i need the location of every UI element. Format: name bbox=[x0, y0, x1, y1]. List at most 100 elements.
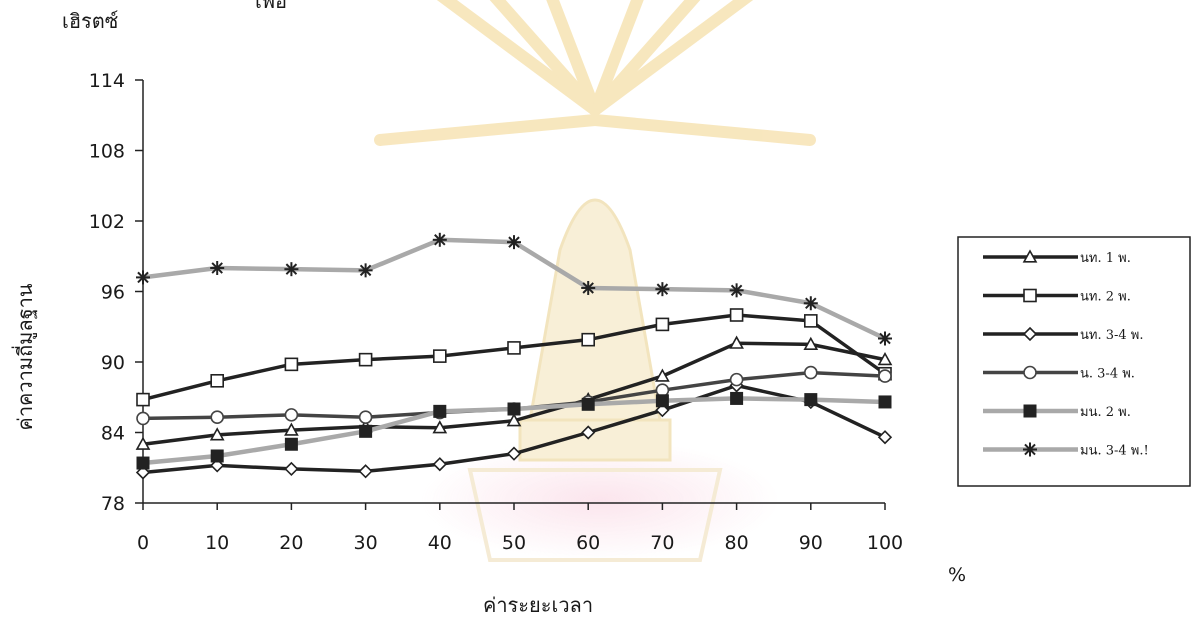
x-tick-label: 90 bbox=[799, 532, 823, 554]
legend-item: มน. 2 พ. bbox=[983, 404, 1131, 420]
triangle-marker bbox=[209, 427, 225, 441]
square-marker bbox=[210, 373, 224, 388]
x-tick-label: 100 bbox=[867, 532, 903, 554]
star-marker bbox=[432, 232, 447, 247]
triangle-marker bbox=[803, 336, 819, 350]
square-marker bbox=[803, 314, 818, 328]
y-tick-label: 114 bbox=[89, 70, 125, 92]
star-marker bbox=[284, 262, 299, 277]
title-fragment: เพื่อ bbox=[255, 0, 287, 13]
y-tick-label: 102 bbox=[89, 211, 125, 233]
square-marker bbox=[581, 332, 596, 347]
filled-square-marker bbox=[804, 393, 818, 407]
diamond-marker bbox=[284, 461, 299, 477]
x-tick-label: 20 bbox=[279, 532, 303, 554]
legend-label: น. 3-4 พ. bbox=[1080, 367, 1135, 382]
square-marker bbox=[358, 352, 373, 367]
x-tick-label: 70 bbox=[650, 532, 674, 554]
filled-square-marker bbox=[730, 391, 744, 405]
watermark-emblem bbox=[374, 0, 816, 562]
legend-label: นท. 3-4 พ. bbox=[1080, 328, 1144, 343]
triangle-marker bbox=[877, 352, 893, 366]
diamond-marker bbox=[877, 430, 893, 445]
y-tick-label: 96 bbox=[101, 282, 125, 304]
filled-square-marker bbox=[136, 456, 150, 470]
x-tick-label: 60 bbox=[576, 532, 600, 554]
star-marker bbox=[358, 263, 373, 278]
y-unit-label: เฮิรตซ์ bbox=[62, 9, 118, 33]
series-2 bbox=[136, 308, 892, 407]
star-marker bbox=[878, 331, 892, 346]
square-marker bbox=[136, 392, 150, 407]
triangle-marker bbox=[135, 436, 151, 450]
legend-label: นท. 2 พ. bbox=[1080, 290, 1131, 305]
y-tick-label: 84 bbox=[101, 423, 125, 445]
circle-marker bbox=[803, 365, 818, 380]
series-5 bbox=[136, 391, 892, 470]
square-marker bbox=[507, 341, 521, 355]
x-unit-label: % bbox=[948, 564, 966, 586]
x-tick-label: 80 bbox=[725, 532, 749, 554]
diamond-marker bbox=[506, 446, 522, 461]
series-1 bbox=[135, 335, 893, 450]
star-marker bbox=[1023, 442, 1037, 457]
series-6 bbox=[136, 232, 892, 346]
diamond-marker bbox=[1022, 326, 1038, 342]
star-marker bbox=[655, 282, 670, 297]
triangle-marker bbox=[655, 368, 670, 382]
filled-square-marker bbox=[655, 394, 669, 408]
circle-marker bbox=[729, 372, 744, 387]
triangle-marker bbox=[432, 420, 448, 434]
filled-square-marker bbox=[581, 397, 595, 411]
triangle-marker bbox=[729, 335, 744, 349]
triangle-marker bbox=[284, 422, 299, 436]
circle-marker bbox=[284, 408, 299, 422]
legend-item: มน. 3-4 พ.! bbox=[983, 442, 1149, 459]
filled-square-marker bbox=[878, 395, 892, 409]
square-marker bbox=[655, 317, 670, 332]
axes: 78 84 90 96 102 108 114 0 10 20 30 40 50 60 70 80 90 100 bbox=[89, 70, 903, 554]
x-axis-title: ค่าระยะเวลา bbox=[483, 593, 593, 617]
legend-item: นท. 3-4 พ. bbox=[983, 326, 1144, 343]
y-axis-title: ค่าความถี่มูลฐาน bbox=[11, 283, 38, 430]
circle-marker bbox=[358, 410, 373, 425]
y-tick-label: 78 bbox=[101, 493, 125, 515]
legend-item: นท. 1 พ. bbox=[983, 249, 1131, 266]
legend-box bbox=[957, 236, 1191, 487]
diamond-marker bbox=[358, 464, 373, 479]
circle-marker bbox=[1023, 365, 1037, 380]
x-tick-label: 40 bbox=[428, 532, 452, 554]
filled-square-marker bbox=[284, 437, 298, 451]
triangle-marker bbox=[1022, 249, 1038, 263]
square-marker bbox=[284, 357, 299, 372]
filled-square-marker bbox=[433, 404, 447, 418]
circle-marker bbox=[210, 410, 224, 425]
circle-marker bbox=[878, 369, 892, 383]
filled-square-marker bbox=[210, 449, 224, 463]
star-marker bbox=[136, 270, 150, 285]
x-tick-label: 50 bbox=[502, 532, 526, 554]
x-tick-label: 0 bbox=[137, 532, 149, 554]
series-lines bbox=[135, 232, 893, 480]
triangle-marker bbox=[506, 413, 522, 427]
square-marker bbox=[1023, 288, 1037, 303]
series-line bbox=[142, 237, 886, 341]
x-tick-label: 10 bbox=[205, 532, 229, 554]
star-marker bbox=[507, 235, 521, 250]
filled-square-marker bbox=[359, 424, 373, 438]
legend-label: มน. 3-4 พ.! bbox=[1080, 444, 1149, 459]
diamond-marker bbox=[581, 425, 596, 440]
legend: นท. 1 พ. นท. 2 พ. นท. 3-4 พ. น. 3-4 พ. มน. 2… bbox=[957, 236, 1191, 487]
y-tick-label: 108 bbox=[89, 141, 125, 163]
y-tick-label: 90 bbox=[101, 352, 125, 374]
x-tick-label: 30 bbox=[354, 532, 378, 554]
star-marker bbox=[729, 283, 744, 298]
legend-label: นท. 1 พ. bbox=[1080, 251, 1131, 266]
diamond-marker bbox=[432, 457, 447, 472]
star-marker bbox=[581, 280, 596, 295]
legend-item: นท. 2 พ. bbox=[983, 288, 1131, 305]
legend-item: น. 3-4 พ. bbox=[983, 365, 1135, 382]
square-marker bbox=[729, 308, 744, 322]
series-line bbox=[142, 313, 887, 402]
